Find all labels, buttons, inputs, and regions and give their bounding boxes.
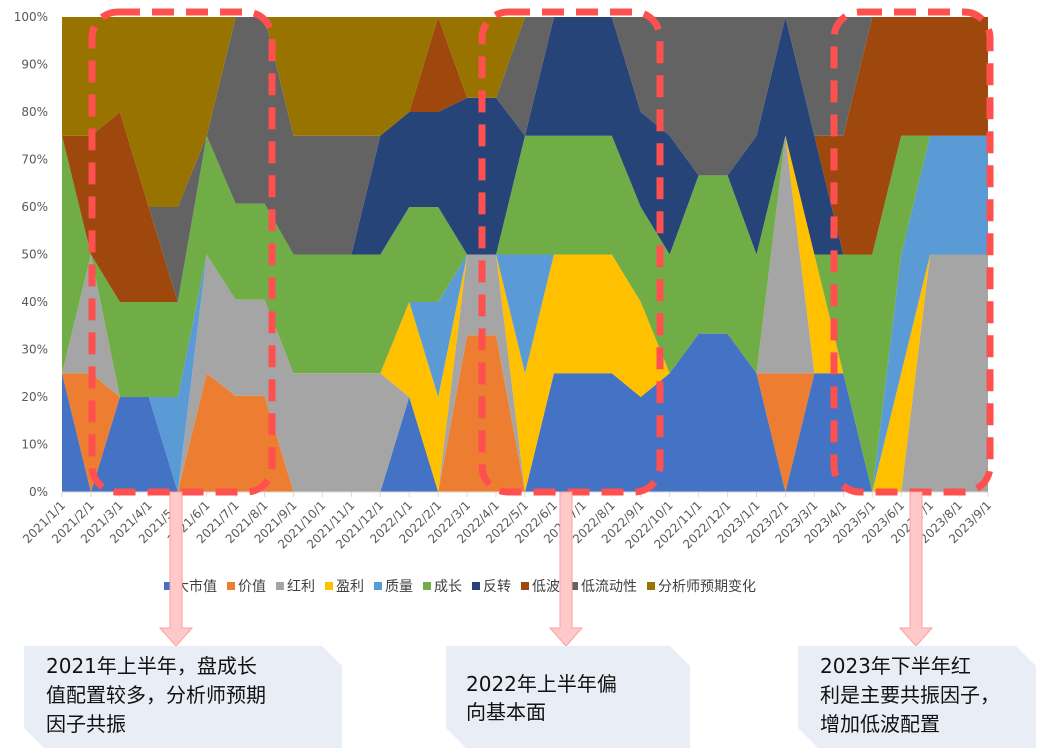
area-series-group: [62, 17, 988, 492]
legend-item: 低波: [521, 576, 560, 596]
y-tick-label: 70%: [21, 153, 48, 167]
callout-2021: 2021年上半年，盘成长 值配置较多，分析师预期 因子共振: [24, 646, 342, 748]
area-series-9: [62, 17, 988, 207]
area-series-4: [62, 135, 988, 492]
legend-swatch: [374, 582, 382, 590]
legend-label: 成长: [434, 579, 462, 595]
legend-label: 盈利: [336, 579, 364, 595]
legend-swatch: [325, 582, 333, 590]
y-tick-label: 100%: [14, 10, 48, 24]
y-tick-label: 50%: [21, 248, 48, 262]
legend-swatch: [164, 582, 172, 590]
legend-item: 低流动性: [570, 576, 637, 596]
legend-label: 反转: [483, 579, 511, 595]
y-tick-label: 80%: [21, 105, 48, 119]
legend-label: 分析师预期变化: [658, 579, 756, 595]
legend-item: 大市值: [164, 576, 217, 596]
y-tick-label: 40%: [21, 295, 48, 309]
legend-item: 反转: [472, 576, 511, 596]
legend-swatch: [276, 582, 284, 590]
legend-label: 质量: [385, 579, 413, 595]
callout-2022-text: 2022年上半年偏 向基本面: [466, 672, 617, 724]
y-tick-label: 30%: [21, 343, 48, 357]
legend-item: 盈利: [325, 576, 364, 596]
legend-item: 分析师预期变化: [647, 576, 756, 596]
legend-swatch: [570, 582, 578, 590]
area-series-5: [62, 135, 988, 492]
y-tick-label: 20%: [21, 390, 48, 404]
legend-item: 价值: [227, 576, 266, 596]
y-tick-label: 90%: [21, 58, 48, 72]
area-series-2: [62, 135, 988, 492]
legend-label: 低流动性: [581, 579, 637, 595]
area-series-3: [62, 135, 988, 492]
legend-label: 大市值: [175, 579, 217, 595]
callout-2022: 2022年上半年偏 向基本面: [446, 646, 690, 748]
stacked-area-chart: 0% 10% 20% 30% 40% 50% 60% 70% 80% 90% 100% 2021/1…: [14, 8, 994, 552]
legend-swatch: [472, 582, 480, 590]
legend-label: 价值: [238, 579, 266, 595]
legend-label: 低波: [532, 579, 560, 595]
y-axis-tick-labels: 0% 10% 20% 30% 40% 50% 60% 70% 80% 90% 100%: [14, 10, 48, 499]
callout-2023: 2023年下半年红 利是主要共振因子， 增加低波配置: [798, 646, 1036, 748]
legend-item: 成长: [423, 576, 462, 596]
area-series-7: [62, 17, 988, 302]
legend-item: 红利: [276, 576, 315, 596]
area-series-8: [62, 17, 988, 302]
y-tick-label: 60%: [21, 200, 48, 214]
legend-item: 质量: [374, 576, 413, 596]
callout-2023-text: 2023年下半年红 利是主要共振因子， 增加低波配置: [820, 654, 1000, 736]
chart-legend: 大市值 价值 红利 盈利 质量 成长 反转 低波 低流动性 分析师预期变化: [164, 576, 756, 596]
x-axis-tick-labels: 2021/1/12021/2/12021/3/12021/4/12021/5/1…: [20, 498, 994, 551]
y-tick-label: 10%: [21, 438, 48, 452]
legend-swatch: [521, 582, 529, 590]
legend-swatch: [647, 582, 655, 590]
y-tick-label: 0%: [29, 485, 48, 499]
area-series-6: [62, 17, 988, 302]
legend-swatch: [423, 582, 431, 590]
legend-swatch: [227, 582, 235, 590]
callout-2021-text: 2021年上半年，盘成长 值配置较多，分析师预期 因子共振: [46, 654, 266, 736]
legend-label: 红利: [287, 579, 315, 595]
